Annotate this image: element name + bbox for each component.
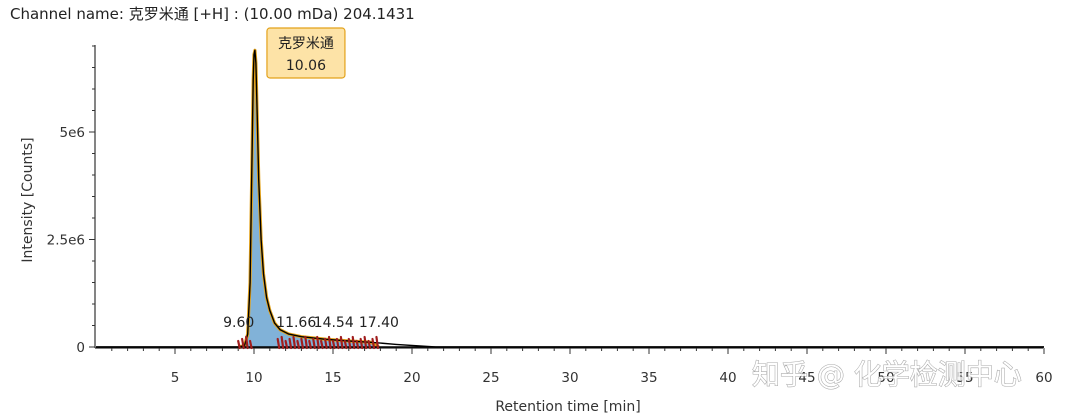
integration-mark	[347, 337, 352, 350]
integration-mark	[324, 337, 328, 350]
x-tick-label: 30	[561, 370, 578, 386]
integration-mark	[371, 337, 376, 350]
integration-mark	[320, 339, 324, 350]
integration-mark	[280, 335, 285, 350]
integration-mark	[367, 339, 372, 350]
channel-title: Channel name: 克罗米通 [+H] : (10.00 mDa) 20…	[10, 5, 415, 23]
integration-mark	[327, 335, 332, 350]
peak-rt-label: 10.06	[286, 58, 326, 74]
integration-mark	[304, 335, 308, 350]
peak-compound-label: 克罗米通	[278, 36, 334, 52]
integration-mark	[292, 335, 297, 350]
x-tick-label: 25	[482, 370, 499, 386]
integration-mark	[300, 337, 304, 350]
x-tick-label: 60	[1035, 370, 1052, 386]
integration-mark	[288, 337, 293, 350]
x-tick-label: 40	[719, 370, 736, 386]
integration-mark	[375, 335, 380, 350]
integration-mark	[316, 335, 320, 350]
x-tick-label: 50	[877, 370, 894, 386]
x-tick-label: 15	[324, 370, 341, 386]
y-tick-label: 0	[76, 340, 85, 356]
chromatogram-trace	[96, 49, 1044, 348]
integration-mark	[245, 335, 249, 350]
integration-mark	[351, 335, 356, 350]
integration-mark	[363, 335, 368, 350]
peak-annotation-badge	[266, 27, 346, 79]
integration-mark	[284, 339, 289, 350]
integration-mark	[355, 339, 360, 350]
peak-label: 17.40	[359, 315, 399, 331]
x-axis-title: Retention time [min]	[495, 399, 640, 415]
y-tick-label: 2.5e6	[47, 233, 85, 249]
axes: 5 10 15 20 25 30 35 40 45 50 55 60 0 2.5e6 5e6	[47, 45, 1053, 386]
x-tick-label: 35	[640, 370, 657, 386]
integration-mark	[312, 337, 316, 350]
plot-area	[96, 48, 1044, 350]
integration-mark	[276, 337, 281, 350]
x-tick-label: 5	[171, 370, 180, 386]
y-tick-label: 5e6	[60, 125, 85, 141]
integration-mark	[339, 335, 344, 350]
integration-mark	[241, 337, 245, 350]
x-tick-label: 55	[956, 370, 973, 386]
x-tick-label: 10	[245, 370, 262, 386]
integration-mark	[237, 339, 241, 350]
y-axis-title: Intensity [Counts]	[20, 137, 36, 262]
integration-mark	[248, 339, 253, 350]
peak-area-fill	[238, 50, 379, 348]
peak-label: 11.66	[276, 315, 316, 331]
peak-label: 9.60	[223, 315, 254, 331]
integration-mark	[359, 337, 364, 350]
integration-mark	[335, 337, 340, 350]
watermark-text: 知乎 @ 化学检测中心	[752, 358, 1022, 391]
integration-mark	[296, 339, 301, 350]
integration-mark	[308, 339, 312, 350]
integration-mark	[331, 339, 336, 350]
x-tick-label: 20	[403, 370, 420, 386]
x-tick-label: 45	[798, 370, 815, 386]
peak-label: 14.54	[314, 315, 354, 331]
integration-mark	[343, 339, 348, 350]
